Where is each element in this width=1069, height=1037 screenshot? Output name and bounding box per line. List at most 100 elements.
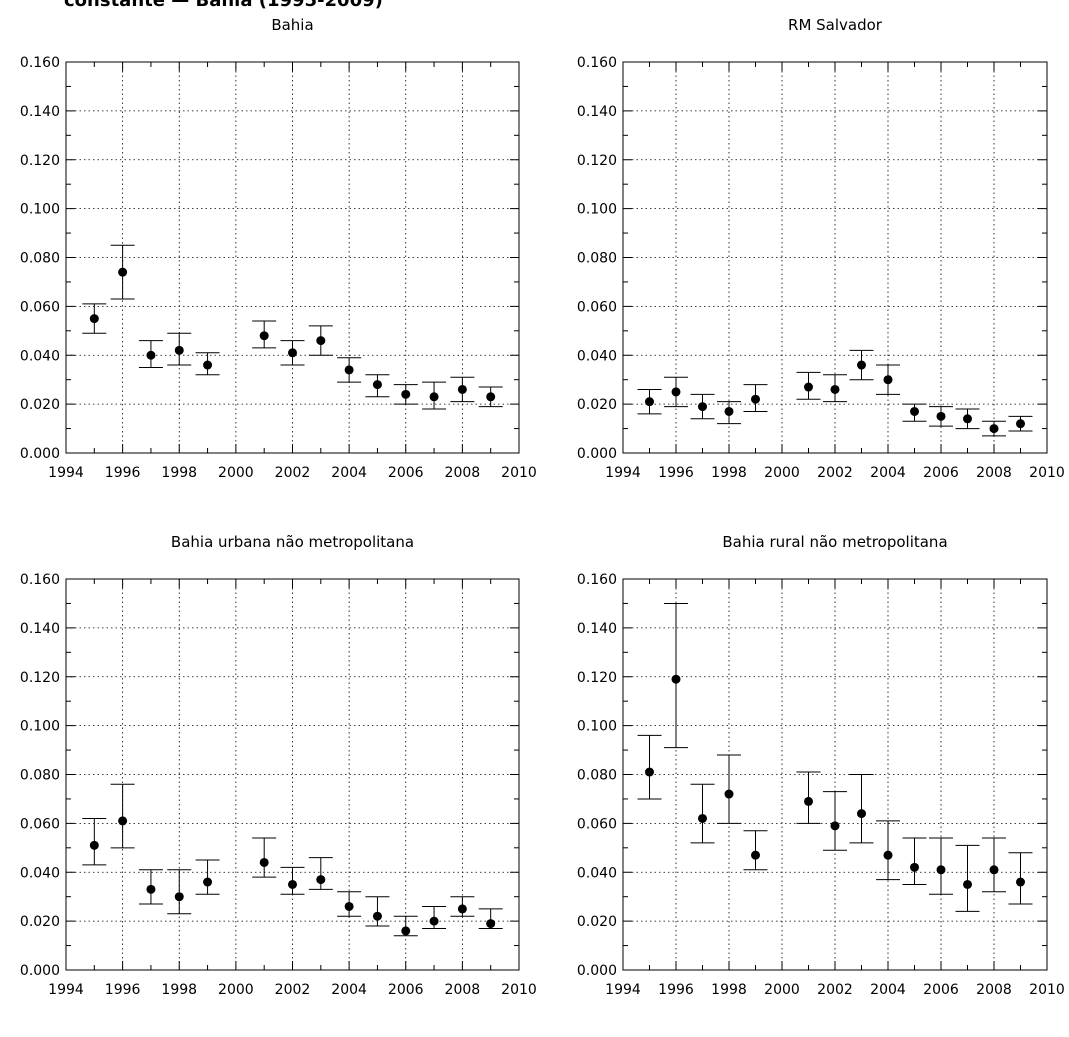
y-tick-label: 0.160 [20,572,60,588]
data-point [429,392,439,402]
x-tick-label: 2008 [445,465,481,481]
y-tick-label: 0.160 [20,55,60,71]
data-point [724,789,734,799]
y-tick-label: 0.040 [577,865,617,881]
y-tick-label: 0.020 [577,397,617,413]
data-point [645,397,654,407]
data-point [830,821,840,831]
data-point [486,919,496,929]
error-bar [823,791,847,851]
data-point [288,348,297,358]
y-tick-label: 0.060 [20,816,60,832]
x-tick-label: 2004 [331,465,367,481]
y-tick-label: 0.100 [577,202,617,218]
data-point [146,884,156,894]
chart-svg: Bahia 1994 1996 1998 2000 2002 2004 2006 2008 201… [20,16,537,481]
data-point [429,916,439,926]
x-tick-label: 2006 [388,982,424,998]
x-tick-label: 1998 [711,465,747,481]
x-tick-label: 1996 [105,465,141,481]
error-bar [690,783,715,844]
error-bar [717,754,741,824]
data-point [936,865,946,875]
y-tick-label: 0.100 [20,202,60,218]
data-point [857,360,866,370]
y-tick-label: 0.060 [20,299,60,315]
data-point [372,911,382,921]
data-point [174,345,184,355]
y-tick-label: 0.020 [20,914,60,930]
panel-title: Bahia [271,16,313,34]
x-tick-label: 2008 [976,465,1012,481]
y-tick-label: 0.120 [20,153,60,169]
data-point [203,360,213,370]
data-point [804,382,813,392]
error-bar [637,734,662,800]
error-bar [167,869,192,915]
data-point [857,809,866,819]
x-tick-label: 1994 [48,465,84,481]
y-tick-label: 0.000 [577,963,617,979]
data-point [910,862,919,872]
error-bar [849,774,874,844]
data-point [963,879,972,889]
data-point [288,879,297,889]
y-tick-label: 0.140 [577,104,617,120]
y-tick-label: 0.020 [577,914,617,930]
y-tick-label: 0.080 [577,251,617,267]
y-tick-label: 0.000 [20,963,60,979]
chart-svg: RM Salvador 1994 1996 1998 2000 2002 2004 2006 2… [577,16,1065,481]
x-tick-label: 2002 [275,465,311,481]
data-point [804,796,813,806]
x-tick-label: 1998 [161,465,197,481]
error-bar [955,844,980,912]
y-tick-label: 0.000 [577,446,617,462]
y-tick-label: 0.080 [20,768,60,784]
data-point [698,402,707,412]
x-tick-label: 2010 [1029,465,1065,481]
error-bar [982,837,1006,893]
data-point [751,394,760,404]
data-point [671,387,681,397]
chart-panel-bahia-urbana: Bahia urbana não metropolitana 1994 1996 19… [0,533,537,1037]
x-tick-label: 2000 [764,465,800,481]
data-point [401,389,411,399]
x-tick-label: 2004 [870,982,906,998]
y-tick-label: 0.120 [577,153,617,169]
y-tick-label: 0.080 [20,251,60,267]
x-tick-label: 2006 [923,465,959,481]
chart-panel-bahia-rural: Bahia rural não metropolitana 1994 1996 199… [528,533,1065,1037]
data-point [259,857,269,867]
chart-panel-bahia: Bahia 1994 1996 1998 2000 2002 2004 2006 2008 201… [0,16,537,520]
panel-title: RM Salvador [788,16,883,34]
x-tick-label: 2002 [817,982,853,998]
y-tick-label: 0.140 [577,621,617,637]
y-tick-label: 0.120 [20,670,60,686]
chart-panel-rm-salvador: RM Salvador 1994 1996 1998 2000 2002 2004 2006 2… [528,16,1065,520]
data-point [1016,419,1025,429]
y-tick-label: 0.160 [577,572,617,588]
data-point [89,840,99,850]
x-tick-label: 2010 [501,982,537,998]
x-tick-label: 2010 [1029,982,1065,998]
data-point [118,816,128,826]
data-point [118,267,128,277]
panel-title: Bahia urbana não metropolitana [171,533,414,551]
y-tick-label: 0.120 [577,670,617,686]
data-point [751,850,760,860]
data-point [344,901,354,911]
y-tick-label: 0.040 [20,348,60,364]
y-tick-label: 0.140 [20,104,60,120]
y-tick-label: 0.000 [20,446,60,462]
data-point [936,411,946,421]
data-point [645,767,654,777]
data-point [457,904,467,914]
data-point [963,414,972,424]
data-point [830,384,840,394]
error-bar [110,783,135,849]
x-tick-label: 1994 [48,982,84,998]
x-tick-label: 1998 [161,982,197,998]
data-point [457,384,467,394]
data-point [316,875,326,885]
y-tick-label: 0.040 [20,865,60,881]
